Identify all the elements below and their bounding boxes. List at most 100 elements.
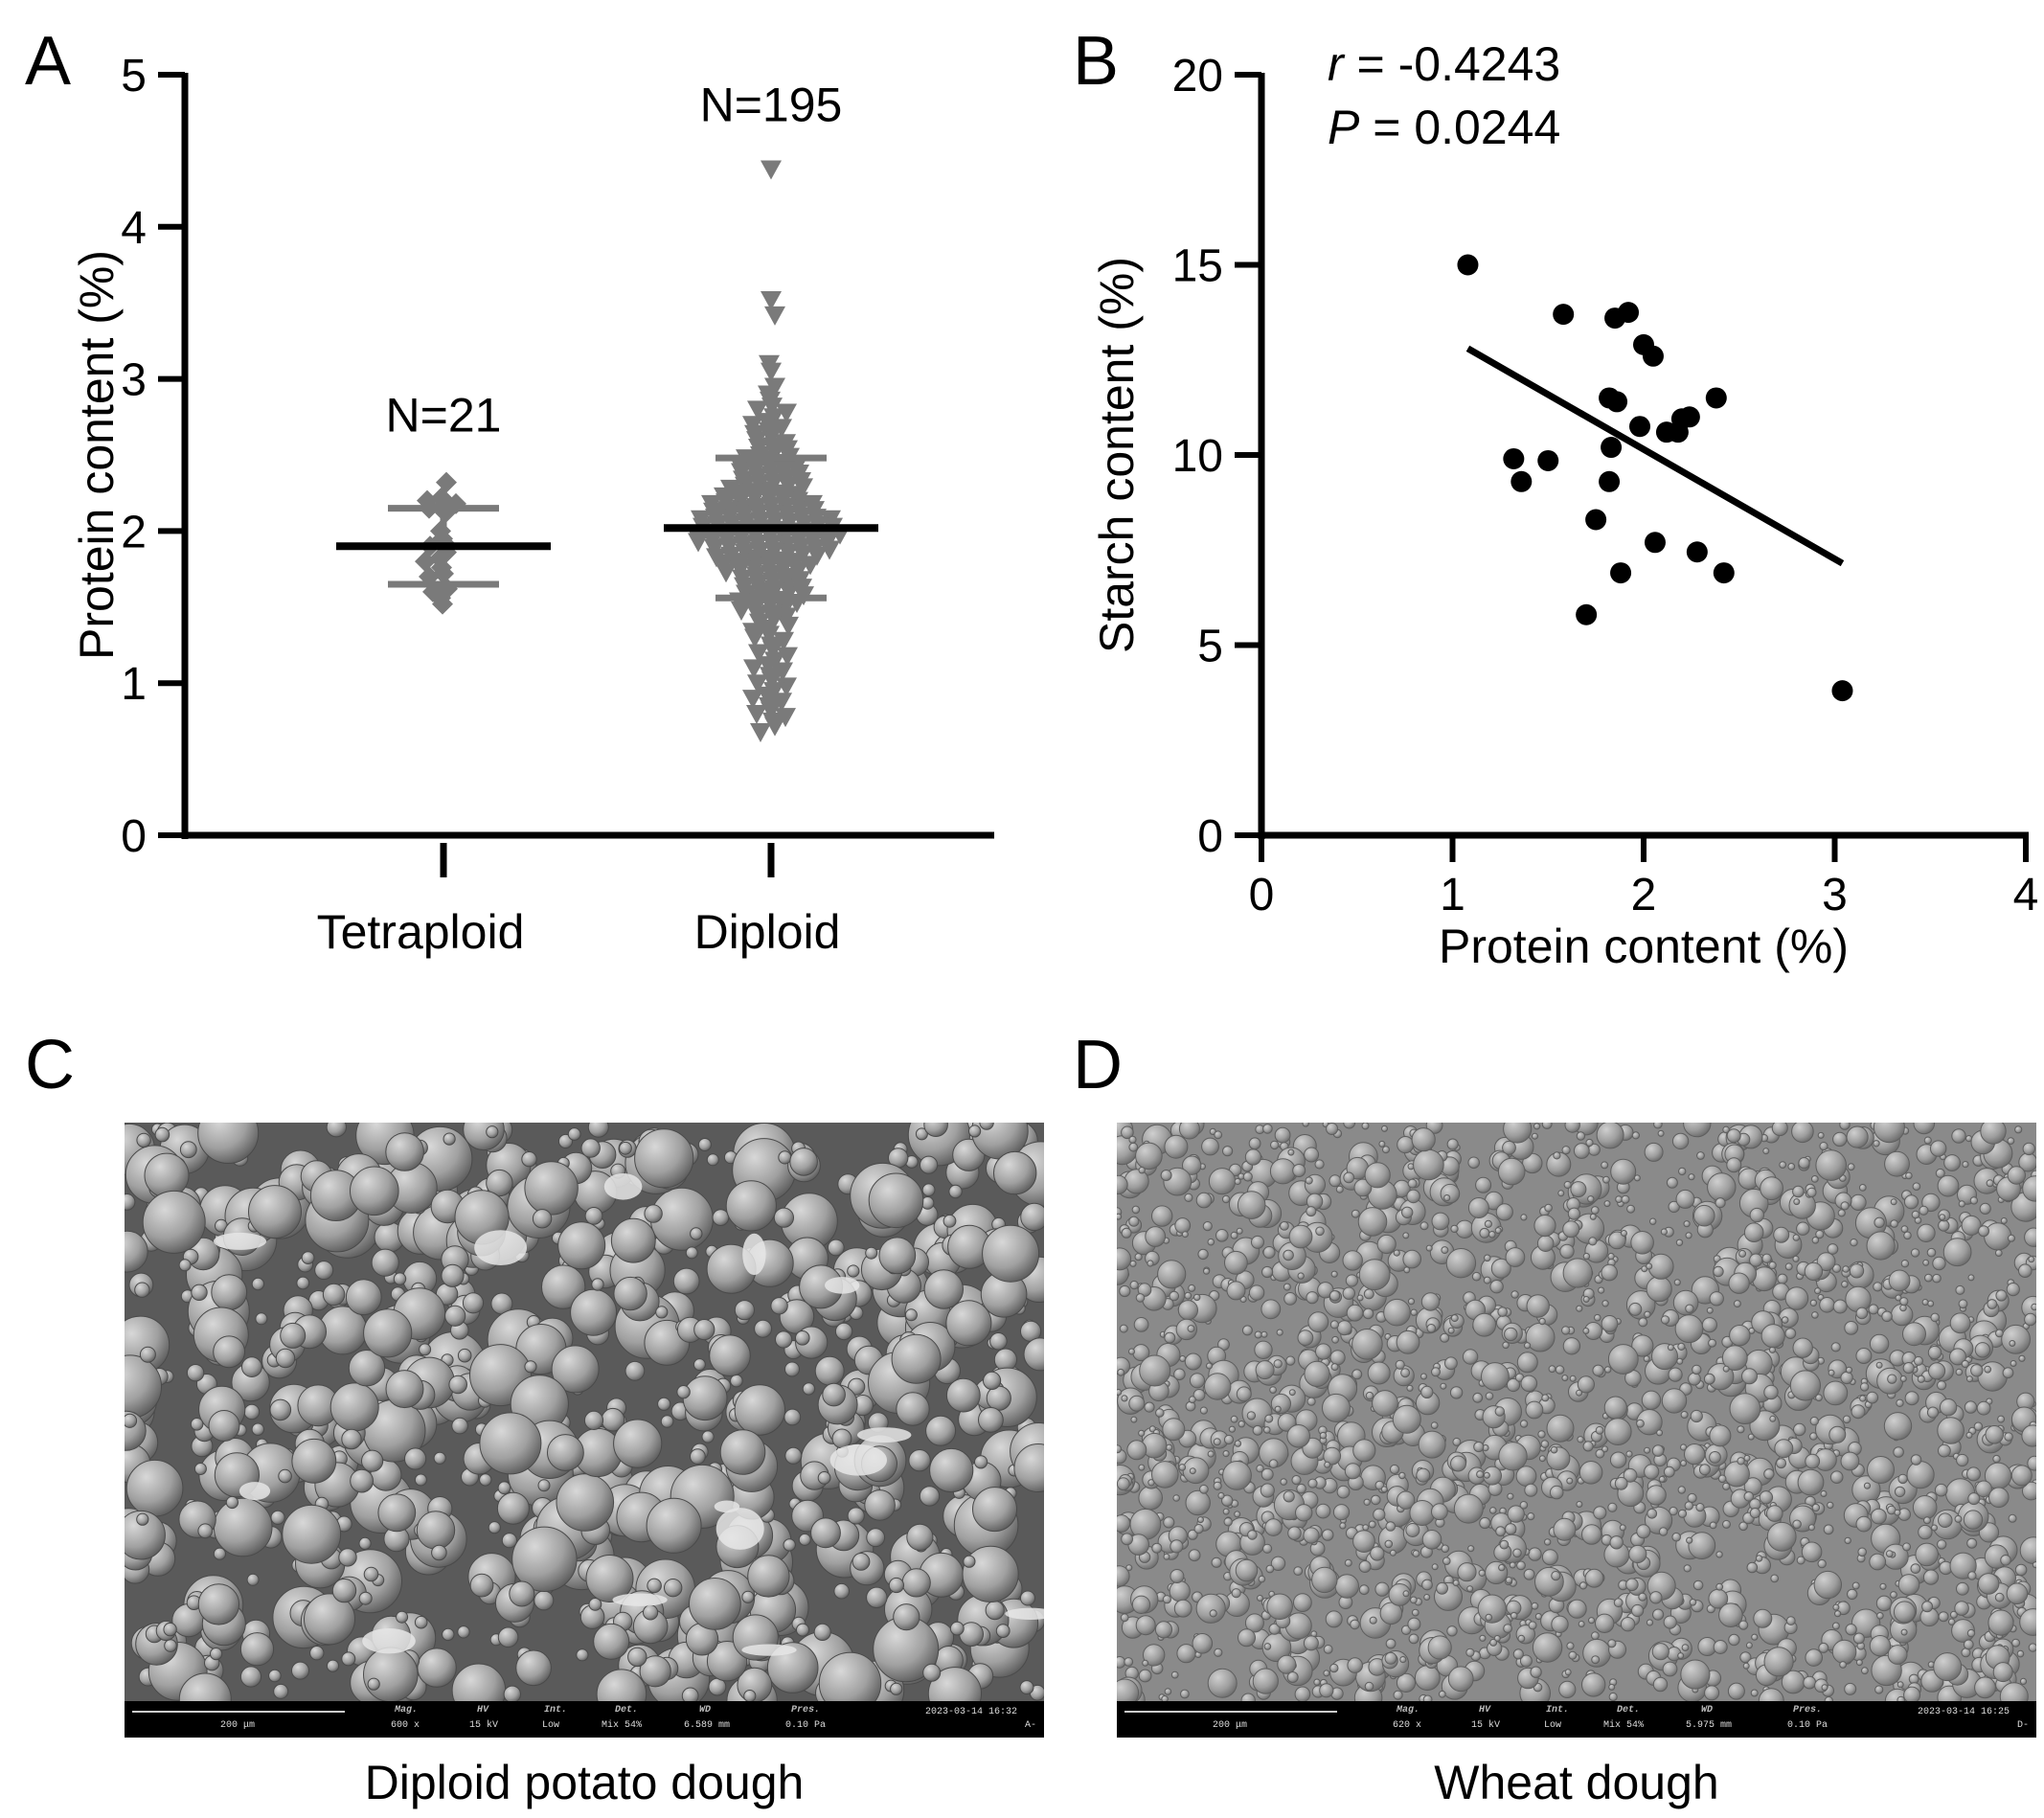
- granule: [734, 1384, 785, 1436]
- granule: [1403, 1266, 1411, 1274]
- granule: [1578, 1621, 1585, 1627]
- granule: [1162, 1418, 1186, 1442]
- granule: [672, 1267, 700, 1295]
- granule: [1675, 1189, 1695, 1209]
- granule: [1364, 1681, 1374, 1692]
- granule: [1722, 1519, 1731, 1529]
- granule: [1755, 1555, 1763, 1562]
- granule: [1707, 1172, 1737, 1202]
- granule: [1601, 1315, 1619, 1332]
- granule: [1409, 1500, 1436, 1526]
- granule: [377, 1493, 417, 1533]
- granule: [1984, 1365, 1992, 1374]
- granule: [1743, 1454, 1751, 1462]
- granule: [309, 1646, 325, 1661]
- granule: [1831, 1622, 1840, 1630]
- granule: [385, 1132, 424, 1171]
- granule: [1467, 1197, 1489, 1218]
- granule: [1353, 1178, 1373, 1197]
- granule: [1811, 1503, 1821, 1512]
- granule: [1242, 1171, 1253, 1182]
- granule: [1592, 1364, 1604, 1376]
- granule: [1644, 1310, 1651, 1319]
- granule: [949, 1621, 965, 1636]
- x-tick-label-2: 2: [1631, 870, 1657, 920]
- granule: [1502, 1341, 1510, 1350]
- granule: [1169, 1580, 1191, 1602]
- granule: [1405, 1523, 1420, 1537]
- granule: [246, 1573, 260, 1586]
- granule: [557, 1221, 606, 1270]
- granule: [1303, 1635, 1319, 1651]
- granule: [1530, 1666, 1542, 1678]
- granule: [1431, 1563, 1439, 1571]
- granule: [1407, 1298, 1416, 1306]
- granule: [1128, 1216, 1140, 1227]
- granule: [1370, 1546, 1385, 1561]
- granule: [1753, 1608, 1773, 1628]
- granule: [784, 1408, 802, 1426]
- granule: [1528, 1621, 1537, 1630]
- granule: [1866, 1231, 1896, 1261]
- granule: [1498, 1442, 1528, 1471]
- granule: [1351, 1369, 1363, 1380]
- caption-diploid-potato-dough: Diploid potato dough: [364, 1756, 805, 1809]
- granule: [588, 1598, 602, 1611]
- y-tick-label-0: 0: [121, 811, 147, 862]
- granule: [1615, 1195, 1623, 1203]
- granule: [1823, 1524, 1834, 1535]
- granule: [1985, 1425, 2005, 1444]
- granule: [1479, 1227, 1490, 1239]
- granule: [1396, 1672, 1417, 1693]
- data-point: [1599, 470, 1621, 492]
- mag-label: Mag.: [1397, 1705, 1420, 1716]
- granule: [989, 1332, 1008, 1351]
- granule: [1406, 1384, 1414, 1392]
- granule: [1217, 1491, 1225, 1500]
- granule: [1317, 1282, 1334, 1299]
- granule: [583, 1410, 604, 1430]
- granule: [213, 1547, 227, 1560]
- granule: [1818, 1642, 1829, 1653]
- granule: [1791, 1123, 1814, 1144]
- granule: [1847, 1163, 1855, 1171]
- granule: [1900, 1260, 1910, 1268]
- granule: [1955, 1368, 1964, 1376]
- granule: [1323, 1446, 1342, 1466]
- granule: [164, 1639, 177, 1652]
- granule: [1805, 1648, 1824, 1667]
- granule: [1658, 1527, 1669, 1536]
- granule: [1888, 1269, 1911, 1292]
- granule: [1222, 1146, 1234, 1157]
- granule: [1175, 1318, 1198, 1341]
- det-value: Mix 54%: [1603, 1720, 1645, 1731]
- granule: [1621, 1194, 1630, 1204]
- granule: [1396, 1329, 1420, 1354]
- granule: [1966, 1537, 1978, 1549]
- granule: [1673, 1279, 1681, 1286]
- granule: [1930, 1140, 1947, 1157]
- granule: [1519, 1501, 1529, 1510]
- granule: [1625, 1578, 1639, 1592]
- granule: [1811, 1311, 1819, 1319]
- granule: [1151, 1461, 1179, 1488]
- granule: [1260, 1467, 1274, 1481]
- granule: [1532, 1132, 1538, 1140]
- granule: [1896, 1398, 1904, 1407]
- granule: [1859, 1382, 1870, 1392]
- granule: [1784, 1328, 1797, 1340]
- granule: [1845, 1366, 1853, 1374]
- granule: [1288, 1224, 1313, 1249]
- granule: [1607, 1502, 1618, 1512]
- granule: [1926, 1406, 1940, 1419]
- granule: [1933, 1652, 1963, 1682]
- granule: [1362, 1524, 1370, 1532]
- granule: [2028, 1256, 2035, 1263]
- granule: [1581, 1672, 1606, 1697]
- granule: [725, 1180, 777, 1232]
- granule: [1472, 1392, 1484, 1403]
- granule: [1811, 1237, 1820, 1244]
- granule: [1462, 1349, 1479, 1365]
- granule: [1610, 1158, 1637, 1185]
- granule: [1293, 1566, 1304, 1577]
